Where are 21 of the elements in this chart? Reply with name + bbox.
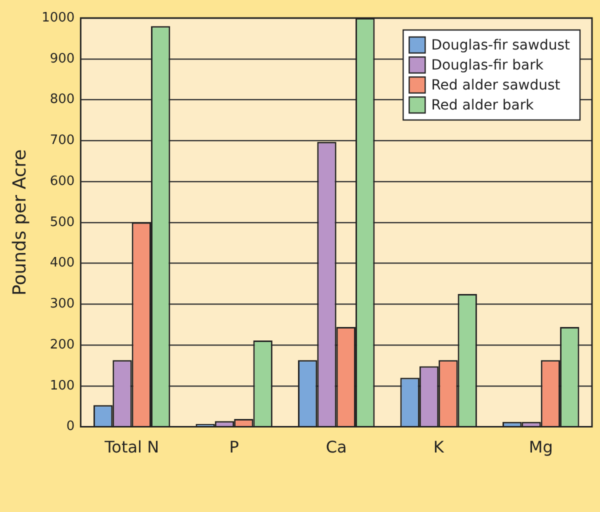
x-tick-label: K <box>433 438 444 457</box>
x-tick-label: Mg <box>528 438 553 457</box>
y-tick-label: 1000 <box>42 10 75 26</box>
y-tick-label: 600 <box>50 174 75 189</box>
legend-label: Douglas-fir sawdust <box>431 38 571 54</box>
y-tick-label: 800 <box>50 92 75 108</box>
y-tick-label: 900 <box>50 51 75 66</box>
y-tick-label: 500 <box>50 214 75 230</box>
y-tick-label: 300 <box>50 296 75 312</box>
y-tick-label: 100 <box>50 378 75 394</box>
y-tick-label: 700 <box>50 133 75 148</box>
legend-label: Red alder bark <box>431 98 535 114</box>
y-tick-label: 400 <box>50 256 75 271</box>
y-tick-label: 200 <box>50 337 75 352</box>
y-axis-title: Pounds per Acre <box>9 149 30 296</box>
x-tick-label: Ca <box>326 438 347 457</box>
legend-label: Douglas-fir bark <box>431 58 544 74</box>
x-tick-label: P <box>229 438 240 457</box>
y-tick-label: 0 <box>66 419 75 434</box>
legend-label: Red alder sawdust <box>431 78 561 94</box>
x-tick-label: Total N <box>104 438 160 457</box>
